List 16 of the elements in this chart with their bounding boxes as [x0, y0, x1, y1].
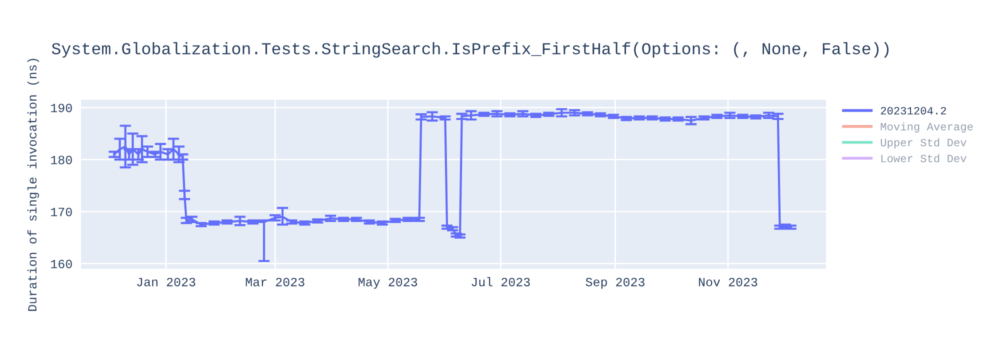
y-tick-label: 180 — [51, 156, 72, 164]
x-tick-label: May 2023 — [358, 278, 418, 289]
legend-label: 20231204.2 — [880, 106, 946, 115]
y-axis-title: Duration of single invocation (ns) — [27, 58, 40, 311]
y-tick-label: 190 — [51, 104, 72, 112]
y-tick-label: 170 — [51, 208, 72, 216]
x-tick-label: Mar 2023 — [246, 278, 304, 286]
x-tick-label: Jul 2023 — [472, 277, 530, 286]
x-tick-label: Sep 2023 — [586, 278, 644, 289]
legend-label: Lower Std Dev — [881, 154, 966, 162]
legend-label: Upper Std Dev — [880, 138, 966, 149]
legend-label: Moving Average — [880, 122, 973, 133]
chart-title: System.Globalization.Tests.StringSearch.IsPrefix_FirstHalf(Options: (, None, False)) — [52, 42, 889, 58]
x-tick-label: Jan 2023 — [137, 278, 196, 286]
x-tick-label: Nov 2023 — [699, 278, 758, 286]
y-tick-label: 160 — [51, 260, 72, 268]
